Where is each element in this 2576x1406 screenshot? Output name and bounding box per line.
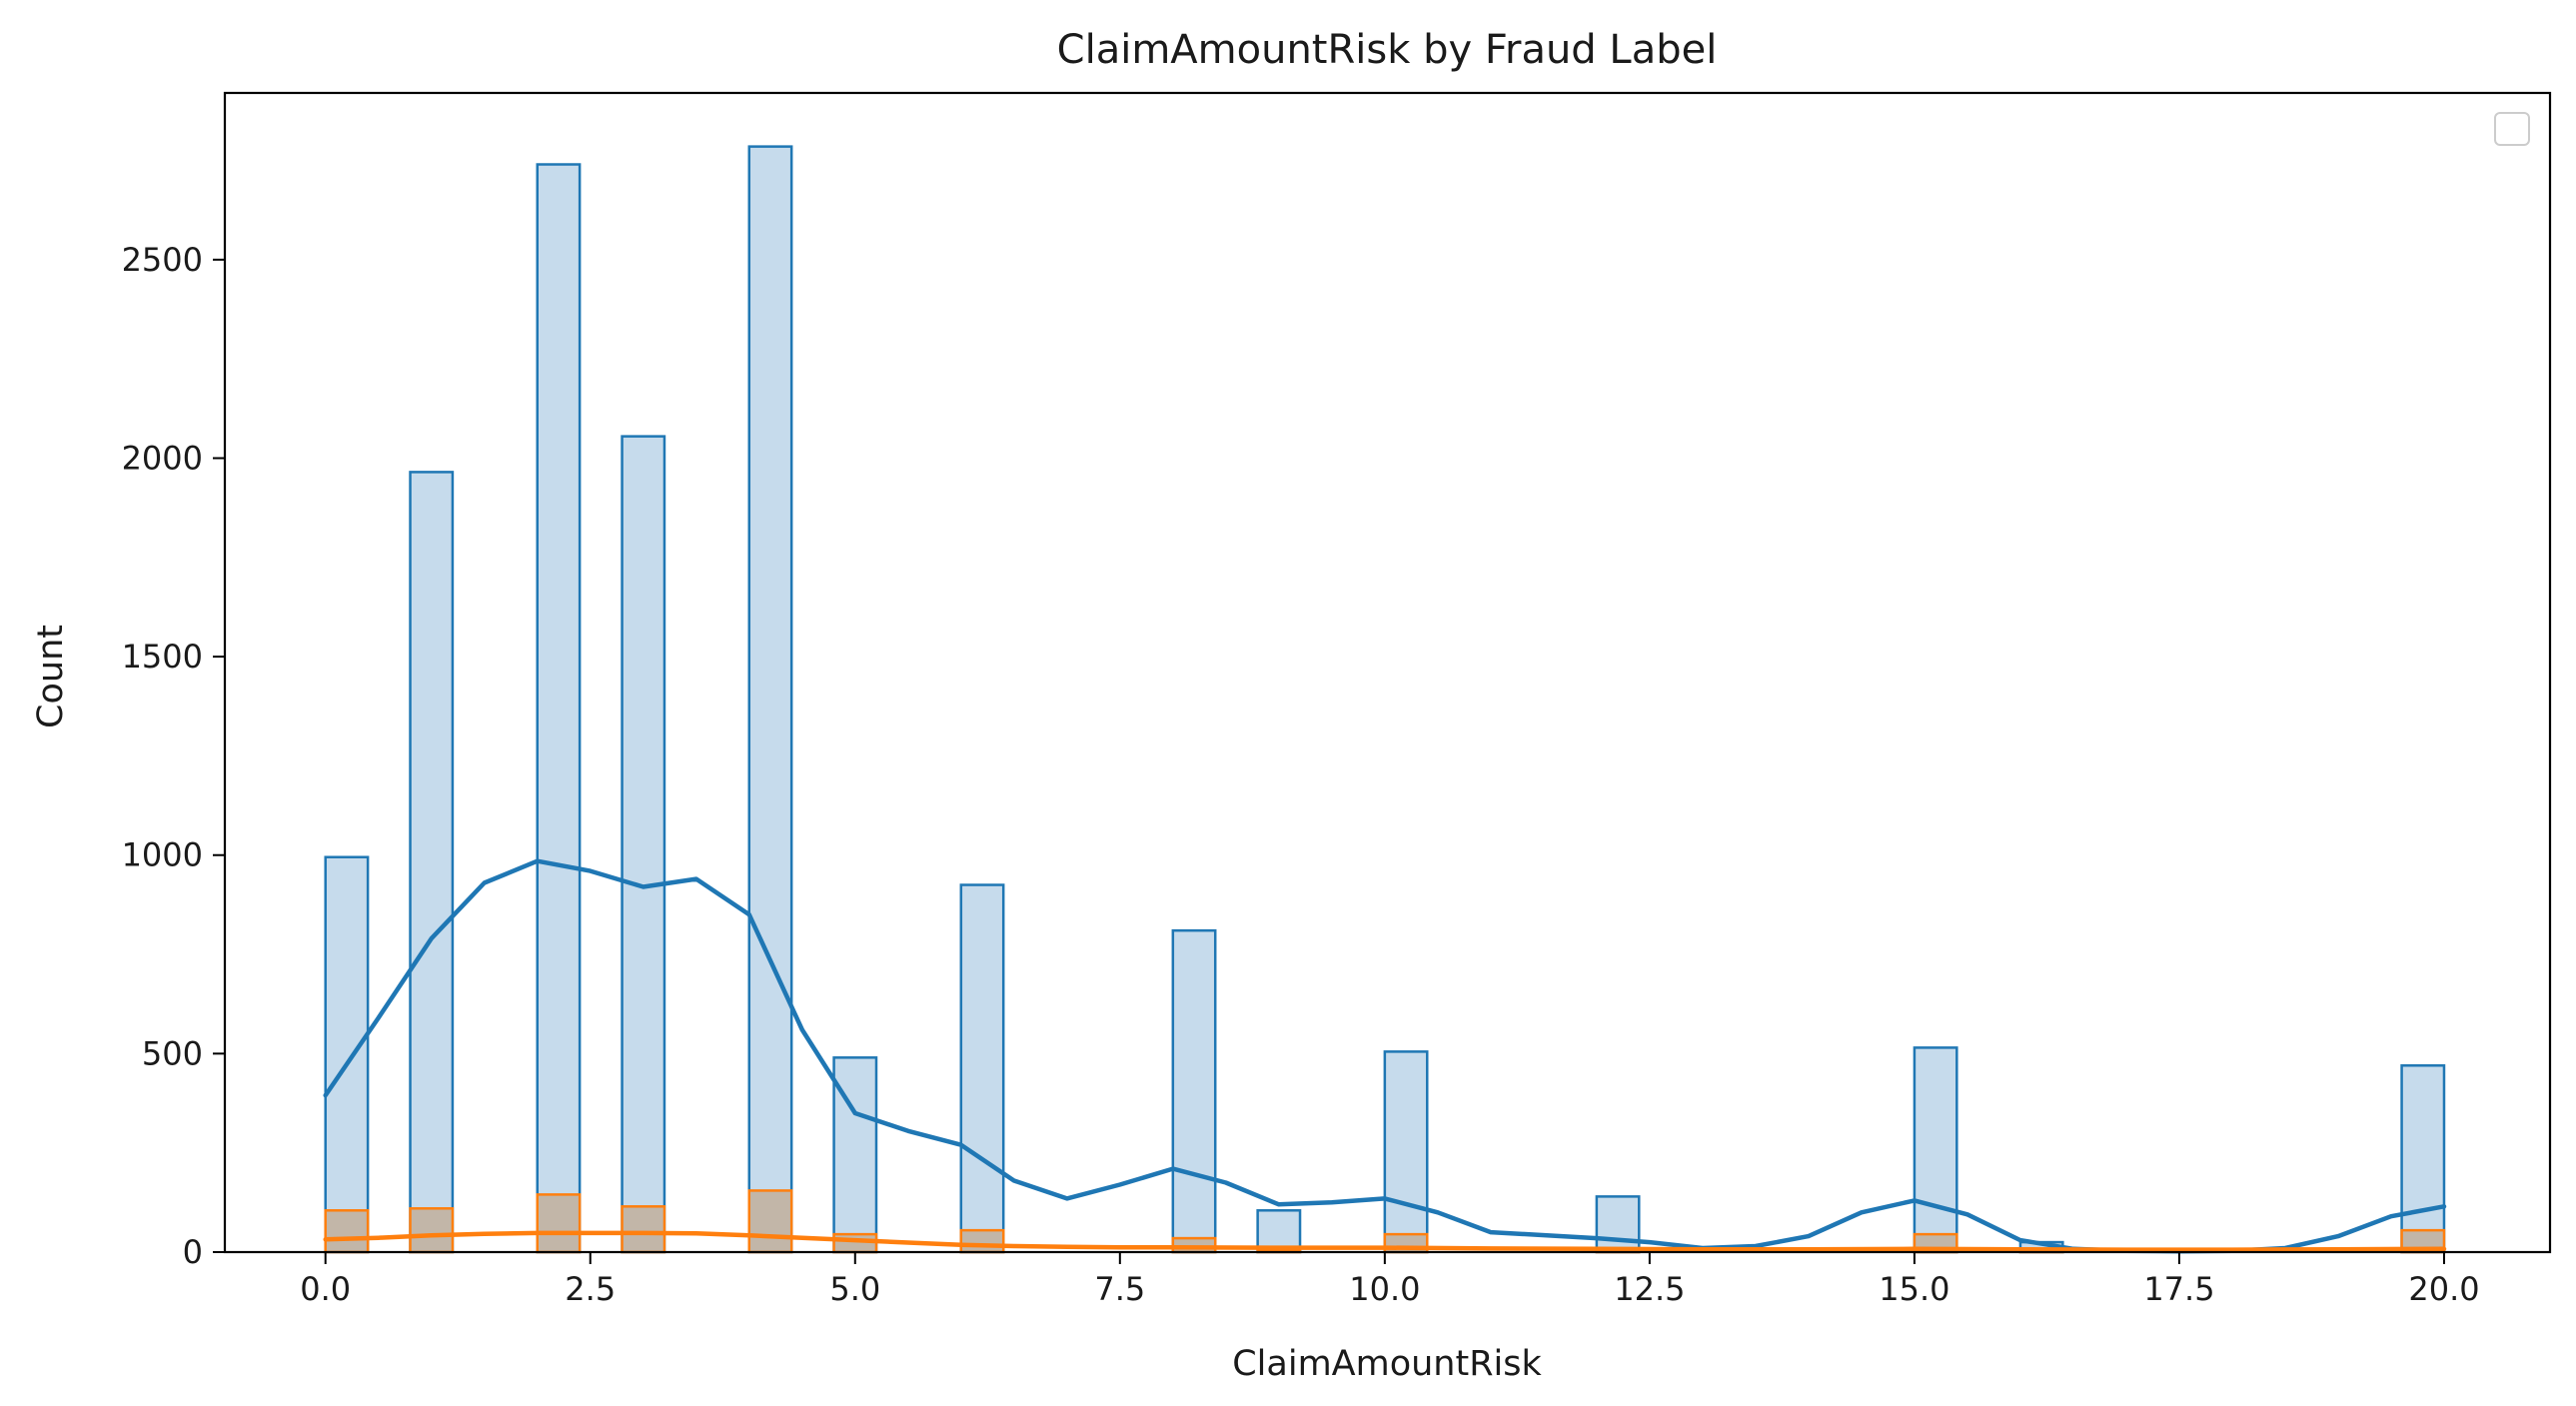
histogram-bar-s0-2 [536,163,582,1254]
y-tick-label-5: 2500 [122,241,203,279]
histogram-bar-s0-10 [1595,1195,1641,1254]
legend-box [2494,112,2530,146]
histogram-bar-s0-6 [959,883,1005,1254]
histogram-bar-s0-0 [324,855,370,1254]
x-tick-label-7: 17.5 [2143,1270,2214,1308]
histogram-bar-s1-3 [621,1205,666,1254]
x-axis-label: ClaimAmountRisk [1232,1344,1542,1384]
histogram-bar-s1-0 [324,1209,370,1254]
axis-ticks: 0.0 2.5 5.0 7.5 10.0 12.5 15.0 17.5 20.0 0 500 1000… [122,241,2480,1308]
histogram-bar-s0-3 [621,435,666,1254]
histogram-bar-s0-13 [2400,1064,2446,1254]
x-tick-label-6: 15.0 [1879,1270,1949,1308]
histogram-bars [324,145,2446,1254]
histogram-bar-s0-1 [409,471,455,1254]
x-tick-label-2: 5.0 [829,1270,880,1308]
plot-frame [223,91,2552,1254]
histogram-bar-s0-7 [1171,928,1217,1254]
histogram-bar-s0-9 [1383,1050,1429,1254]
chart-title: ClaimAmountRisk by Fraud Label [1057,27,1718,73]
y-tick-label-3: 1500 [122,638,203,676]
kde-line-s1 [323,1230,2447,1252]
histogram-bar-s1-6 [959,1228,1005,1254]
y-tick-label-2: 1000 [122,836,203,874]
histogram-bar-s0-11 [1913,1046,1958,1254]
x-tick-label-8: 20.0 [2408,1270,2479,1308]
kde-curves [323,858,2447,1254]
y-tick-label-4: 2000 [122,439,203,477]
y-axis-label: Count [31,625,71,728]
x-tick-label-3: 7.5 [1094,1270,1145,1308]
y-tick-label-0: 0 [183,1233,203,1271]
x-tick-label-0: 0.0 [300,1270,351,1308]
histogram-bar-s0-4 [747,145,793,1254]
histogram-bar-s1-1 [409,1207,455,1254]
y-tick-label-1: 500 [142,1034,203,1072]
x-tick-label-1: 2.5 [565,1270,616,1308]
x-tick-label-5: 12.5 [1614,1270,1685,1308]
histogram-bar-s1-2 [536,1193,582,1254]
x-tick-label-4: 10.0 [1349,1270,1420,1308]
histogram-bar-s1-5 [832,1232,878,1254]
histogram-bar-s1-4 [747,1189,793,1254]
